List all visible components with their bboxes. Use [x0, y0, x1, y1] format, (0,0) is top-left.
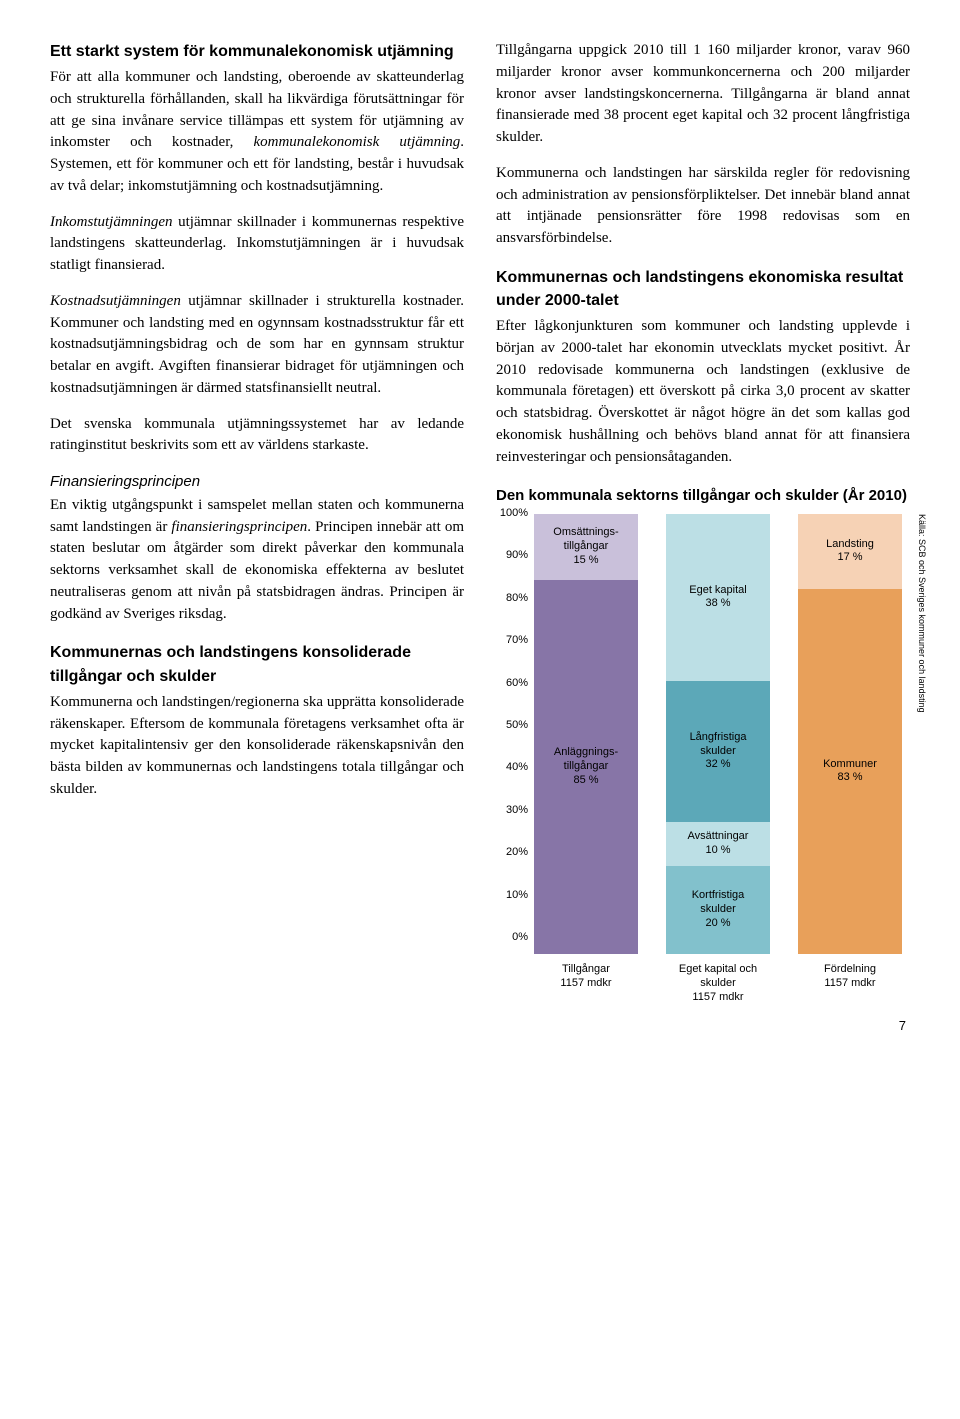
stacked-bar: Kortfristigaskulder20 %Avsättningar10 %L…: [666, 514, 770, 954]
bar-segment: Landsting17 %: [798, 514, 902, 589]
y-tick: 70%: [496, 633, 528, 649]
y-tick: 0%: [496, 930, 528, 946]
segment-label: 17 %: [837, 551, 862, 565]
segment-label: 15 %: [573, 554, 598, 568]
heading-resultat: Kommunernas och landstingens ekonomiska …: [496, 266, 910, 312]
para-l5: En viktig utgångspunkt i samspelet mella…: [50, 495, 464, 626]
right-column: Tillgångarna uppgick 2010 till 1 160 mil…: [496, 40, 910, 1005]
segment-label: Kommuner: [823, 758, 877, 772]
segment-label: Kortfristiga: [692, 889, 745, 903]
segment-label: 85 %: [573, 774, 598, 788]
y-tick: 100%: [496, 506, 528, 522]
chart-container: Källa: SCB och Sveriges kommuner och lan…: [496, 514, 910, 1005]
segment-label: 38 %: [705, 597, 730, 611]
segment-label: Omsättnings-: [553, 526, 618, 540]
segment-label: 32 %: [705, 758, 730, 772]
para-l3: Kostnadsutjämningen utjämnar skillnader …: [50, 291, 464, 400]
bar-segment: Kommuner83 %: [798, 589, 902, 954]
x-axis: Tillgångar1157 mdkr Eget kapital och skul…: [534, 962, 910, 1005]
bar-segment: Kortfristigaskulder20 %: [666, 866, 770, 954]
segment-label: skulder: [700, 745, 735, 759]
y-tick: 50%: [496, 718, 528, 734]
bar-segment: Eget kapital38 %: [666, 514, 770, 681]
segment-label: skulder: [700, 903, 735, 917]
bar-segment: Anläggnings-tillgångar85 %: [534, 580, 638, 954]
two-column-layout: Ett starkt system för kommunalekonomisk …: [50, 40, 910, 1005]
heading-konsoliderade: Kommunernas och landstingens konsolidera…: [50, 641, 464, 687]
segment-label: 83 %: [837, 771, 862, 785]
segment-label: Eget kapital: [689, 584, 746, 598]
y-tick: 20%: [496, 845, 528, 861]
y-tick: 10%: [496, 888, 528, 904]
chart-title: Den kommunala sektorns tillgångar och sk…: [496, 486, 910, 506]
segment-label: 10 %: [705, 844, 730, 858]
y-tick: 30%: [496, 803, 528, 819]
bar-chart: 100%90%80%70%60%50%40%30%20%10%0% Anlägg…: [496, 514, 910, 954]
heading-finansiering: Finansieringsprincipen: [50, 471, 464, 493]
x-category: Tillgångar1157 mdkr: [534, 962, 638, 1005]
segment-label: tillgångar: [564, 540, 609, 554]
page-number: 7: [50, 1017, 910, 1036]
bar-segment: Avsättningar10 %: [666, 822, 770, 866]
para-r2: Kommunerna och landstingen har särskilda…: [496, 163, 910, 250]
bars-area: Anläggnings-tillgångar85 %Omsättnings-ti…: [534, 514, 910, 954]
segment-label: Avsättningar: [688, 830, 749, 844]
chart-source: Källa: SCB och Sveriges kommuner och lan…: [915, 514, 928, 713]
segment-label: Långfristiga: [690, 731, 747, 745]
y-tick: 40%: [496, 760, 528, 776]
para-l6: Kommunerna och landstingen/regionerna sk…: [50, 692, 464, 801]
x-category: Eget kapital och skulder1157 mdkr: [666, 962, 770, 1005]
stacked-bar: Kommuner83 %Landsting17 %: [798, 514, 902, 954]
para-r1: Tillgångarna uppgick 2010 till 1 160 mil…: [496, 40, 910, 149]
y-axis: 100%90%80%70%60%50%40%30%20%10%0%: [496, 514, 534, 954]
segment-label: tillgångar: [564, 760, 609, 774]
segment-label: 20 %: [705, 917, 730, 931]
para-l1: För att alla kommuner och landsting, obe…: [50, 67, 464, 198]
para-l4: Det svenska kommunala utjämningssystemet…: [50, 414, 464, 458]
y-tick: 80%: [496, 591, 528, 607]
segment-label: Anläggnings-: [554, 746, 618, 760]
y-tick: 90%: [496, 548, 528, 564]
heading-system: Ett starkt system för kommunalekonomisk …: [50, 40, 464, 63]
bar-segment: Långfristigaskulder32 %: [666, 681, 770, 822]
left-column: Ett starkt system för kommunalekonomisk …: [50, 40, 464, 1005]
bar-segment: Omsättnings-tillgångar15 %: [534, 514, 638, 580]
para-l2: Inkomstutjämningen utjämnar skillnader i…: [50, 212, 464, 277]
x-category: Fördelning1157 mdkr: [798, 962, 902, 1005]
y-tick: 60%: [496, 676, 528, 692]
stacked-bar: Anläggnings-tillgångar85 %Omsättnings-ti…: [534, 514, 638, 954]
segment-label: Landsting: [826, 538, 874, 552]
para-r3: Efter lågkonjunkturen som kommuner och l…: [496, 316, 910, 468]
